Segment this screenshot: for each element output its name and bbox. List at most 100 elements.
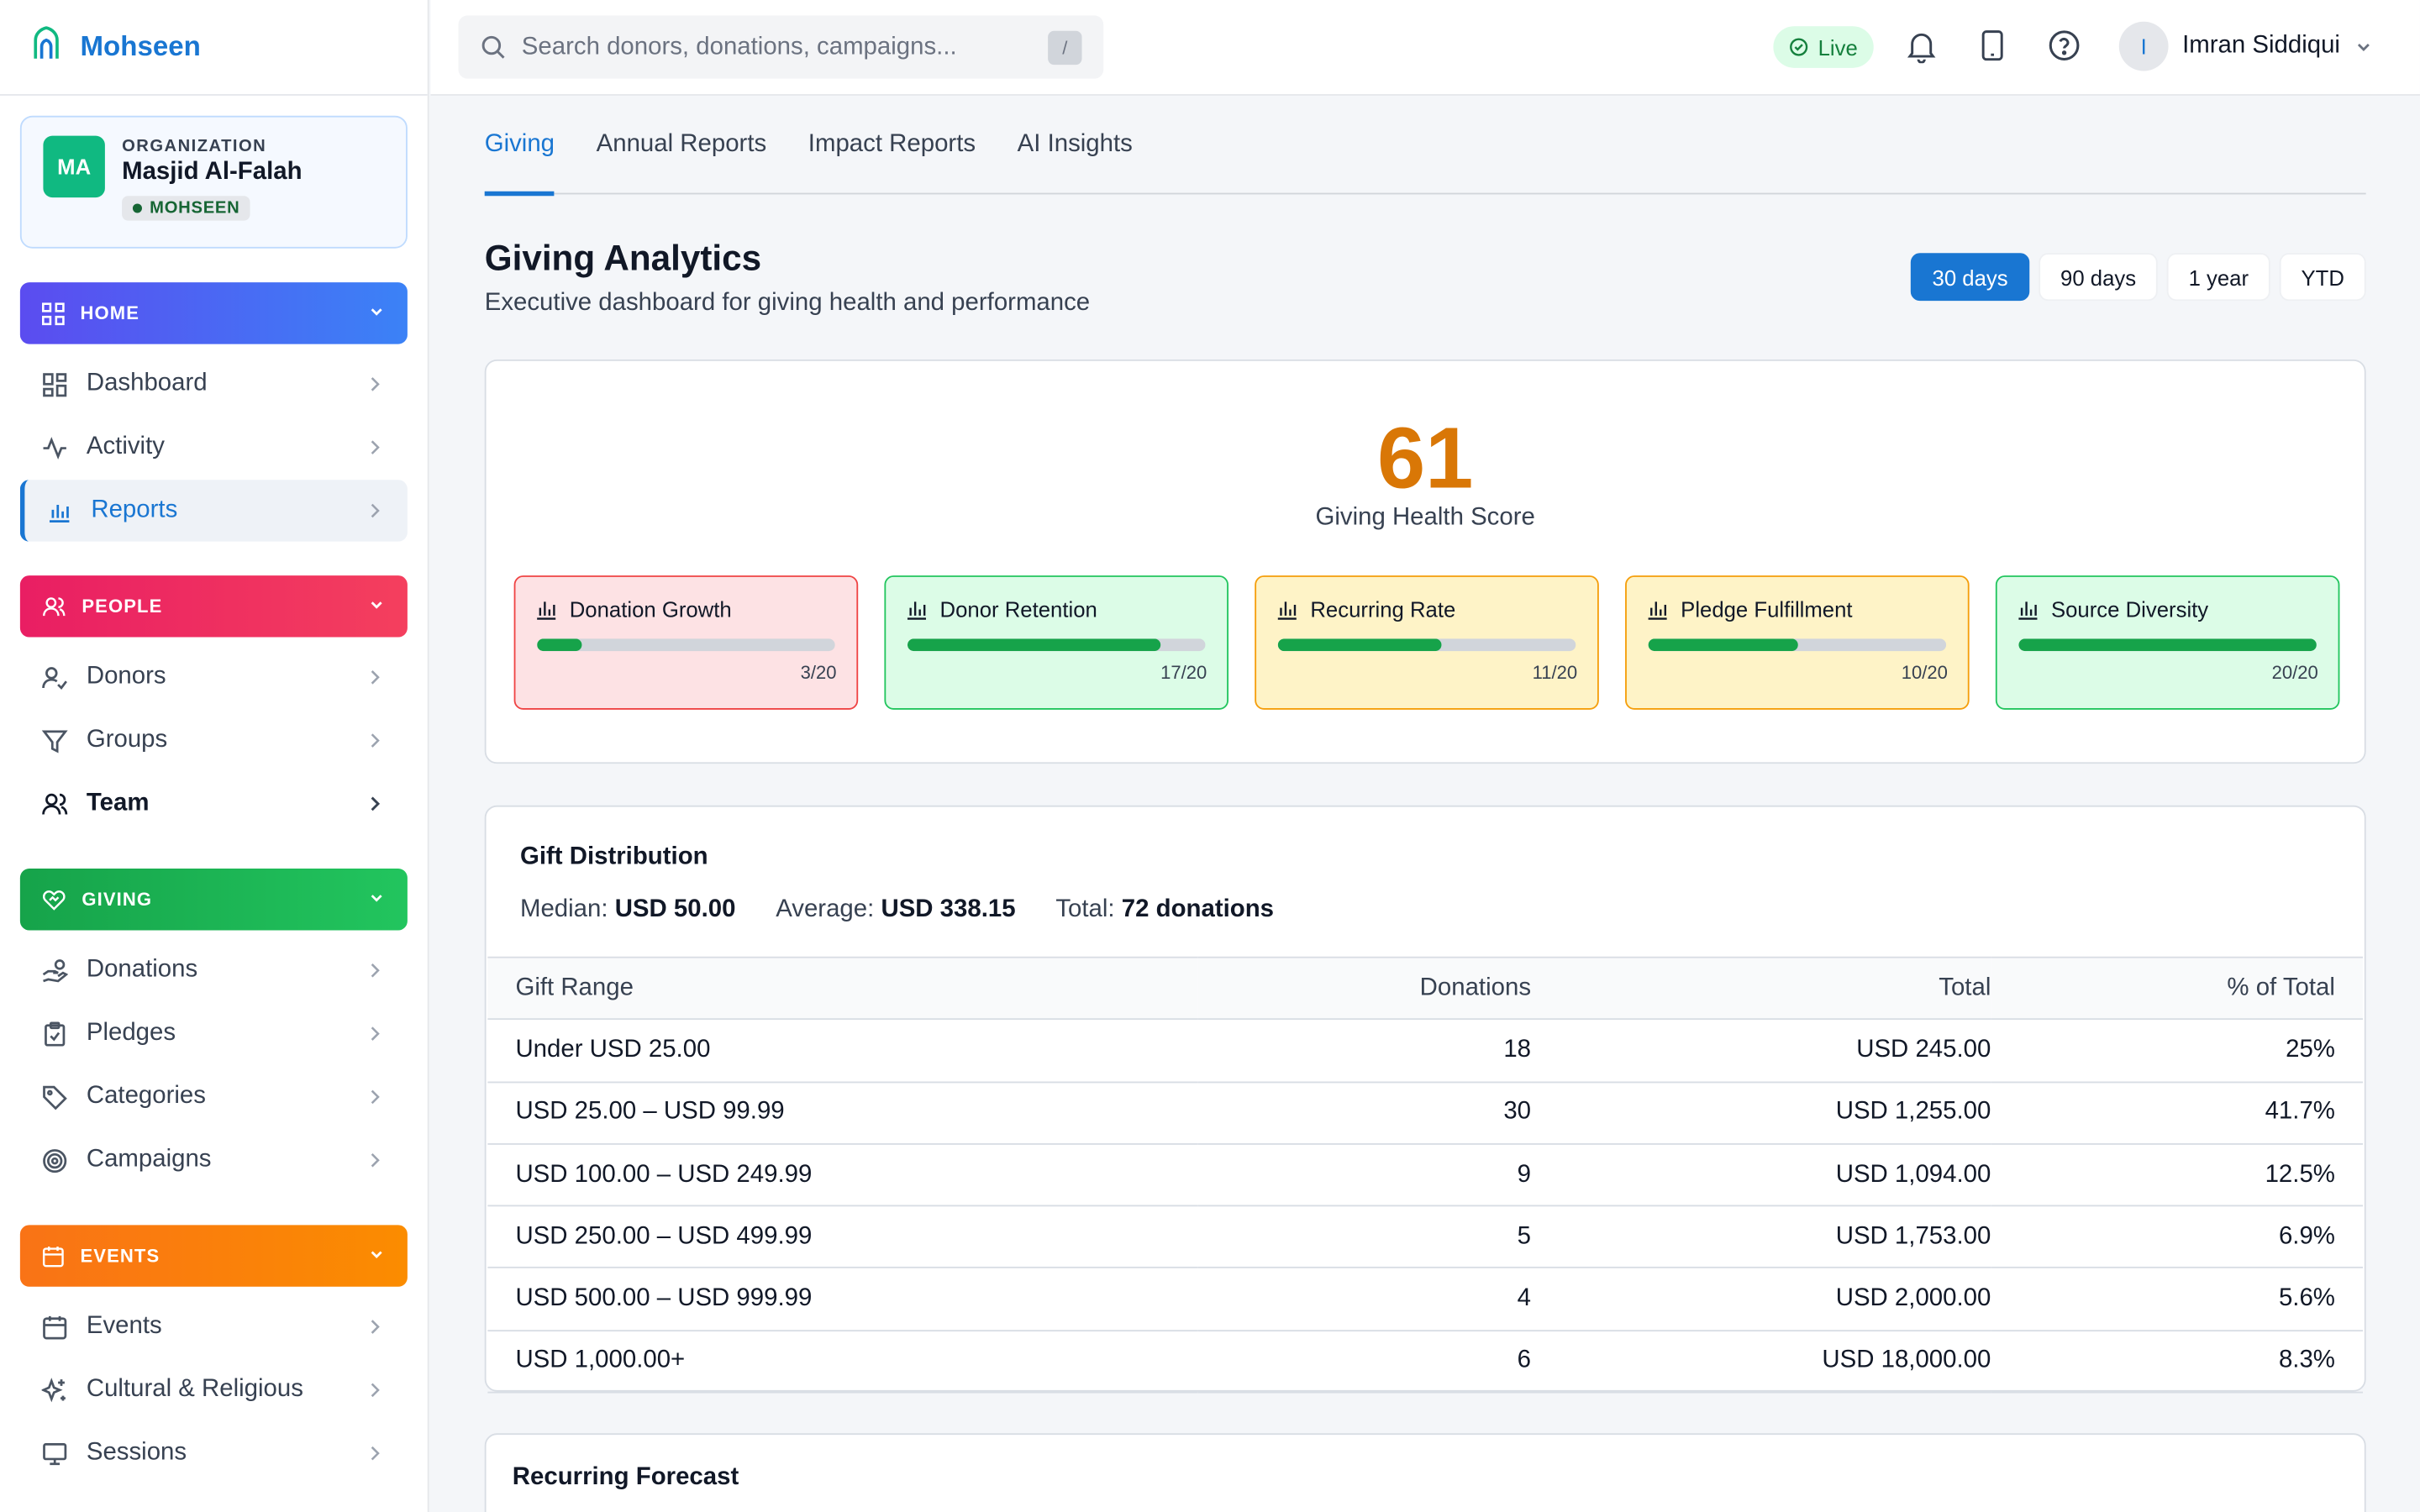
- range-30-days-button[interactable]: 30 days: [1910, 253, 2030, 302]
- gift-distribution-card: Gift Distribution Median: USD 50.00 Aver…: [484, 805, 2366, 1394]
- column-header[interactable]: Donations: [1197, 957, 1532, 1021]
- table-cell: 30: [1197, 1081, 1532, 1145]
- sidebar-item-activity[interactable]: Activity: [20, 417, 408, 478]
- chevron-down-icon: [371, 895, 382, 902]
- health-metrics: Donation Growth 3/20 Donor Retention 17/…: [513, 575, 2340, 710]
- sidebar-item-events[interactable]: Events: [20, 1296, 408, 1357]
- org-badge-text: MOHSEEN: [150, 198, 240, 218]
- user-name: Imran Siddiqui: [2182, 32, 2340, 59]
- metric-progress-bar: [537, 638, 835, 652]
- sidebar-item-groups[interactable]: Groups: [20, 710, 408, 771]
- table-cell: USD 1,000.00+: [487, 1330, 1198, 1394]
- sidebar-item-pledges[interactable]: Pledges: [20, 1003, 408, 1064]
- chevron-down-icon: [371, 308, 382, 316]
- column-header[interactable]: Gift Range: [487, 957, 1198, 1021]
- sidebar-item-campaigns[interactable]: Campaigns: [20, 1129, 408, 1190]
- bell-icon[interactable]: [1904, 28, 1938, 71]
- tab-ai-insights[interactable]: AI Insights: [1017, 131, 1133, 158]
- average-label: Average:: [776, 896, 875, 923]
- table-cell: 41.7%: [1991, 1081, 2363, 1145]
- metric-progress-fill: [907, 638, 1161, 652]
- table-cell: USD 2,000.00: [1531, 1268, 1991, 1331]
- section-events[interactable]: EVENTS: [19, 1225, 408, 1287]
- sidebar-item-categories[interactable]: Categories: [20, 1066, 408, 1127]
- table-cell: 9: [1197, 1143, 1532, 1207]
- sidebar-item-label: Pledges: [86, 1020, 176, 1047]
- org-name: Masjid Al-Falah: [122, 159, 302, 186]
- table-cell: USD 100.00 – USD 249.99: [487, 1143, 1198, 1207]
- mobile-device-icon[interactable]: [1977, 28, 2008, 71]
- tag-icon: [43, 1084, 67, 1110]
- chevron-down-icon: [371, 601, 382, 609]
- table-cell: USD 250.00 – USD 499.99: [487, 1205, 1198, 1269]
- status-dot-icon: [132, 203, 142, 213]
- section-giving[interactable]: GIVING: [19, 869, 408, 931]
- user-menu[interactable]: I Imran Siddiqui: [2118, 21, 2375, 71]
- bar-chart-icon: [1277, 601, 1297, 620]
- organization-card[interactable]: MA ORGANIZATION Masjid Al-Falah MOHSEEN: [19, 115, 408, 249]
- chevron-right-icon: [371, 1320, 380, 1334]
- sidebar-item-team[interactable]: Team: [20, 773, 408, 834]
- heart-handshake-icon: [43, 890, 66, 910]
- brand-name: Mohseen: [80, 30, 201, 62]
- search-icon: [481, 35, 505, 59]
- metric-name: Donor Retention: [939, 596, 1097, 622]
- tab-impact-reports[interactable]: Impact Reports: [808, 131, 976, 158]
- sidebar-item-label: Campaigns: [86, 1146, 212, 1173]
- table-cell: USD 18,000.00: [1531, 1330, 1991, 1394]
- chevron-right-icon: [371, 1152, 380, 1168]
- table-cell: 5: [1197, 1205, 1532, 1269]
- table-cell: USD 1,753.00: [1531, 1205, 1991, 1269]
- sparkles-icon: [41, 1377, 66, 1402]
- report-tabs: Giving Annual Reports Impact Reports AI …: [484, 96, 2366, 197]
- table-cell: 6: [1197, 1330, 1532, 1394]
- range-1-year-button[interactable]: 1 year: [2166, 253, 2270, 302]
- live-label: Live: [1818, 34, 1858, 60]
- section-title: Gift Distribution: [519, 843, 708, 870]
- section-home[interactable]: HOME: [19, 282, 408, 344]
- help-icon[interactable]: [2046, 28, 2081, 71]
- sidebar-item-label: Sessions: [86, 1439, 187, 1466]
- sidebar-item-label: Team: [86, 790, 150, 816]
- org-label: ORGANIZATION: [122, 137, 267, 156]
- table-cell: USD 500.00 – USD 999.99: [487, 1268, 1198, 1331]
- sidebar-item-sessions[interactable]: Sessions: [20, 1422, 408, 1483]
- sidebar-item-donors[interactable]: Donors: [20, 647, 408, 708]
- column-header[interactable]: % of Total: [1991, 957, 2363, 1021]
- sidebar-item-donations[interactable]: Donations: [20, 940, 408, 1001]
- gift-distribution-table: Gift Range Donations Total % of Total Un…: [487, 956, 2363, 1394]
- section-people[interactable]: PEOPLE: [19, 575, 408, 638]
- main-content: Giving Annual Reports Impact Reports AI …: [430, 96, 2420, 1512]
- brand[interactable]: Mohseen: [0, 0, 428, 96]
- users-icon: [43, 596, 66, 616]
- search-box[interactable]: /: [458, 15, 1104, 79]
- metric-progress-fill: [2018, 638, 2317, 652]
- range-ytd-button[interactable]: YTD: [2279, 253, 2366, 302]
- bar-chart-icon: [537, 601, 556, 620]
- sidebar-item-cultural-religious[interactable]: Cultural & Religious: [20, 1359, 408, 1420]
- median-value: USD 50.00: [614, 896, 736, 923]
- tab-annual-reports[interactable]: Annual Reports: [596, 131, 767, 158]
- chevron-right-icon: [371, 1383, 380, 1398]
- search-input[interactable]: [521, 33, 1031, 61]
- range-90-days-button[interactable]: 90 days: [2039, 253, 2158, 302]
- metric-name: Pledge Fulfillment: [1681, 596, 1853, 622]
- sidebar-item-label: Events: [86, 1313, 162, 1340]
- table-row: Under USD 25.00 18 USD 245.00 25%: [487, 1019, 2363, 1083]
- monitor-icon: [43, 1442, 67, 1465]
- chevron-right-icon: [371, 1446, 380, 1461]
- sidebar-item-label: Categories: [86, 1083, 206, 1110]
- column-header[interactable]: Total: [1531, 957, 1991, 1021]
- metric-progress-fill: [1648, 638, 1797, 652]
- sidebar-item-label: Reports: [91, 496, 178, 523]
- sidebar-item-dashboard[interactable]: Dashboard: [20, 354, 408, 415]
- tab-giving[interactable]: Giving: [484, 96, 555, 197]
- calendar-icon: [43, 1315, 67, 1339]
- chevron-right-icon: [371, 1026, 380, 1041]
- org-avatar: MA: [43, 135, 105, 198]
- sidebar-item-reports[interactable]: Reports: [19, 480, 408, 542]
- chevron-down-icon: [2358, 43, 2370, 51]
- sidebar-item-label: Donors: [86, 663, 166, 690]
- bar-chart-icon: [50, 504, 70, 522]
- metric-progress-bar: [1277, 638, 1576, 652]
